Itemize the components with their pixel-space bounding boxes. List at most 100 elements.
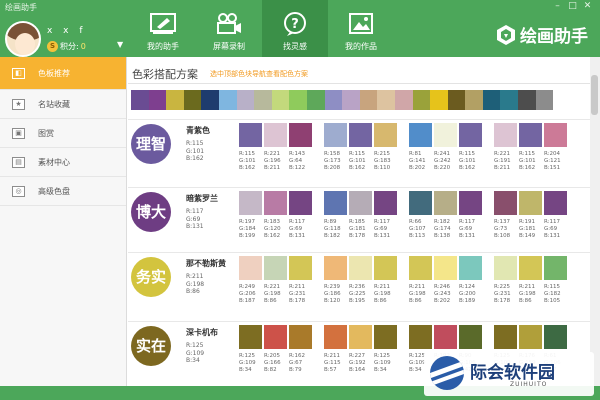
- color-swatch[interactable]: R:115 G:101 B:162: [459, 123, 482, 172]
- color-swatch[interactable]: R:246 G:243 B:202: [434, 256, 457, 305]
- vertical-scrollbar[interactable]: [590, 57, 600, 386]
- color-nav-swatch[interactable]: [518, 90, 536, 110]
- color-swatch[interactable]: R:225 G:231 B:178: [494, 256, 517, 305]
- color-swatch[interactable]: R:115 G:101 B:162: [239, 123, 262, 172]
- color-nav-swatch[interactable]: [254, 90, 272, 110]
- sidebar-item-advanced-color-wheel[interactable]: ◎ 高级色盘: [0, 177, 126, 206]
- swatch-color-block[interactable]: [374, 325, 397, 349]
- swatch-group[interactable]: R:249 G:206 B:187 R:221 G:198 B:86 R:211 G:231 B…: [239, 256, 312, 305]
- swatch-group[interactable]: R:66 G:107 B:113 R:182 G:174 B:138 R:117 G:69 B:…: [409, 191, 482, 240]
- swatch-color-block[interactable]: [374, 256, 397, 280]
- color-swatch[interactable]: R:137 G:73 B:108: [494, 191, 517, 240]
- color-swatch[interactable]: R:249 G:206 B:187: [239, 256, 262, 305]
- swatch-group[interactable]: R:211 G:115 B:57 R:227 G:192 B:164 R:125 G:109 B…: [324, 325, 397, 374]
- minimize-button[interactable]: –: [555, 1, 560, 11]
- color-swatch[interactable]: R:211 G:231 B:178: [289, 256, 312, 305]
- color-nav-swatch[interactable]: [465, 90, 483, 110]
- color-swatch[interactable]: R:236 G:225 B:195: [349, 256, 372, 305]
- swatch-group[interactable]: R:137 G:73 B:108 R:191 G:181 B:149 R:117 G:69 B:…: [494, 191, 567, 240]
- color-swatch[interactable]: R:117 G:69 B:131: [544, 191, 567, 240]
- swatch-group[interactable]: R:239 G:186 B:120 R:236 G:225 B:195 R:211 G:198…: [324, 256, 397, 305]
- color-nav-swatch[interactable]: [430, 90, 448, 110]
- swatch-color-block[interactable]: [324, 325, 347, 349]
- color-swatch[interactable]: R:227 G:192 B:164: [349, 325, 372, 374]
- color-nav-swatch[interactable]: [306, 90, 325, 110]
- color-nav-swatch[interactable]: [148, 90, 167, 110]
- color-swatch[interactable]: R:211 G:198 B:86: [374, 256, 397, 305]
- scrollbar-thumb[interactable]: [591, 75, 598, 115]
- swatch-color-block[interactable]: [544, 256, 567, 280]
- nav-screen-record[interactable]: 屏幕录制: [196, 0, 262, 57]
- color-nav-swatch[interactable]: [289, 90, 307, 110]
- swatch-group[interactable]: R:211 G:198 B:86 R:246 G:243 B:202 R:124 G:200 B…: [409, 256, 482, 305]
- swatch-color-block[interactable]: [324, 123, 347, 147]
- color-nav-swatch[interactable]: [394, 90, 413, 110]
- swatch-color-block[interactable]: [239, 325, 262, 349]
- swatch-color-block[interactable]: [494, 325, 517, 349]
- swatch-group[interactable]: R:225 G:231 B:178 R:211 G:198 B:86 R:115 G:182 B…: [494, 256, 567, 305]
- color-swatch[interactable]: R:205 G:166 B:82: [264, 325, 287, 374]
- color-swatch[interactable]: R:117 G:69 B:131: [289, 191, 312, 240]
- swatch-group[interactable]: R:89 G:118 B:182 R:185 G:181 B:178 R:117 G:69 B:…: [324, 191, 397, 240]
- color-swatch[interactable]: R:221 G:196 B:211: [264, 123, 287, 172]
- color-swatch[interactable]: R:124 G:200 B:189: [459, 256, 482, 305]
- color-swatch[interactable]: R:117 G:69 B:131: [374, 191, 397, 240]
- user-name[interactable]: x x f: [47, 26, 87, 36]
- swatch-color-block[interactable]: [459, 123, 482, 147]
- swatch-color-block[interactable]: [349, 191, 372, 215]
- swatch-color-block[interactable]: [459, 256, 482, 280]
- color-nav-swatch[interactable]: [201, 90, 219, 110]
- swatch-color-block[interactable]: [324, 191, 347, 215]
- color-swatch[interactable]: R:215 G:183 B:110: [374, 123, 397, 172]
- swatch-color-block[interactable]: [349, 256, 372, 280]
- color-swatch[interactable]: R:66 G:107 B:113: [409, 191, 432, 240]
- swatch-group[interactable]: R:221 G:191 B:211 R:115 G:101 B:162 R:204 G:121…: [494, 123, 567, 172]
- swatch-color-block[interactable]: [434, 191, 457, 215]
- sidebar-item-gallery[interactable]: ▣ 图赏: [0, 119, 126, 148]
- swatch-color-block[interactable]: [434, 123, 457, 147]
- color-swatch[interactable]: R:183 G:120 B:162: [264, 191, 287, 240]
- sidebar-item-material-center[interactable]: ▤ 素材中心: [0, 148, 126, 177]
- color-swatch[interactable]: R:185 G:181 B:178: [349, 191, 372, 240]
- swatch-group[interactable]: R:125 G:109 B:34 R:205 G:166 B:82 R:162 G:67 B:7…: [239, 325, 312, 374]
- swatch-color-block[interactable]: [409, 256, 432, 280]
- swatch-color-block[interactable]: [239, 123, 262, 147]
- color-nav-swatch[interactable]: [218, 90, 237, 110]
- sidebar-item-favorite-sites[interactable]: ★ 名站收藏: [0, 90, 126, 119]
- swatch-color-block[interactable]: [264, 123, 287, 147]
- color-swatch[interactable]: R:211 G:198 B:86: [519, 256, 542, 305]
- color-swatch[interactable]: R:221 G:198 B:86: [264, 256, 287, 305]
- color-swatch[interactable]: R:143 G:64 B:122: [289, 123, 312, 172]
- sidebar-item-color-palette[interactable]: ◧ 色板推荐: [0, 57, 126, 90]
- swatch-color-block[interactable]: [494, 191, 517, 215]
- color-swatch[interactable]: R:115 G:182 B:105: [544, 256, 567, 305]
- color-swatch[interactable]: R:115 G:101 B:162: [519, 123, 542, 172]
- swatch-color-block[interactable]: [434, 256, 457, 280]
- nav-my-works[interactable]: 我的作品: [328, 0, 394, 57]
- color-nav-swatch[interactable]: [377, 90, 395, 110]
- swatch-color-block[interactable]: [519, 256, 542, 280]
- nav-my-assistant[interactable]: 我的助手: [130, 0, 196, 57]
- swatch-color-block[interactable]: [239, 256, 262, 280]
- nav-find-inspiration[interactable]: ? 找灵感: [262, 0, 328, 57]
- swatch-color-block[interactable]: [459, 191, 482, 215]
- swatch-group[interactable]: R:115 G:101 B:162 R:221 G:196 B:211 R:143 G:64 B…: [239, 123, 312, 172]
- maximize-button[interactable]: □: [568, 1, 577, 11]
- swatch-color-block[interactable]: [374, 191, 397, 215]
- color-nav-swatch[interactable]: [183, 90, 202, 110]
- swatch-color-block[interactable]: [264, 256, 287, 280]
- color-swatch[interactable]: R:182 G:174 B:138: [434, 191, 457, 240]
- swatch-group[interactable]: R:197 G:184 B:199 R:183 G:120 B:162 R:117 G:69 B…: [239, 191, 312, 240]
- color-swatch[interactable]: R:211 G:198 B:86: [409, 256, 432, 305]
- swatch-color-block[interactable]: [494, 256, 517, 280]
- color-swatch[interactable]: R:197 G:184 B:199: [239, 191, 262, 240]
- swatch-color-block[interactable]: [409, 325, 432, 349]
- color-swatch[interactable]: R:115 G:101 B:162: [349, 123, 372, 172]
- swatch-color-block[interactable]: [239, 191, 262, 215]
- swatch-color-block[interactable]: [519, 325, 542, 349]
- color-nav-swatch[interactable]: [482, 90, 501, 110]
- color-swatch[interactable]: R:81 G:141 B:202: [409, 123, 432, 172]
